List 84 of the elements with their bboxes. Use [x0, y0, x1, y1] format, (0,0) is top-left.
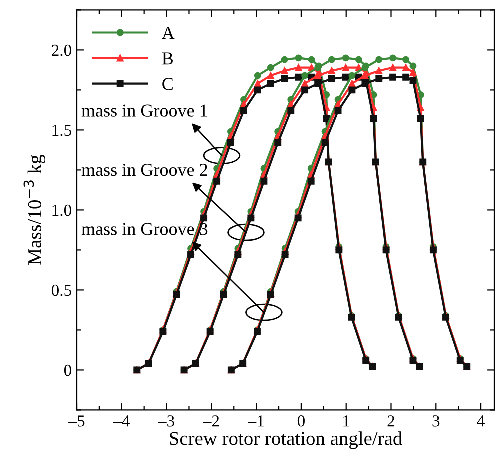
x-tick-label: 1 — [344, 416, 350, 427]
point — [240, 108, 248, 114]
point — [281, 76, 288, 82]
point — [342, 74, 350, 81]
point — [220, 292, 228, 298]
point — [294, 214, 302, 222]
point — [200, 214, 208, 222]
point — [342, 64, 350, 72]
point — [267, 292, 274, 298]
point — [376, 76, 383, 82]
point — [417, 116, 424, 122]
x-tick-label: –4 — [113, 416, 130, 427]
legend-label: B — [162, 52, 174, 65]
point — [362, 80, 369, 88]
x-tick-label: 3 — [432, 416, 440, 427]
point — [248, 214, 255, 222]
point — [267, 72, 274, 80]
annotation: mass in Groove 2 — [82, 164, 208, 176]
legend-label: A — [162, 27, 175, 40]
point — [390, 54, 397, 62]
point — [288, 108, 295, 114]
point — [410, 62, 417, 70]
point — [314, 80, 322, 88]
point — [410, 69, 417, 76]
y-tick-label: 1.5 — [52, 124, 72, 136]
point — [336, 246, 343, 254]
point — [214, 178, 221, 185]
point — [348, 72, 356, 80]
point — [260, 178, 268, 185]
point — [370, 116, 378, 122]
y-tick-label: 2.0 — [52, 44, 72, 56]
point — [430, 246, 437, 254]
point — [308, 178, 315, 185]
y-axis-title: Mass/10$^{−3}$ kg — [24, 155, 46, 266]
point — [390, 74, 397, 81]
annotation: mass in Groove 3 — [82, 223, 208, 236]
x-tick-label: –3 — [158, 416, 174, 427]
point — [302, 86, 309, 94]
y-tick-label: 0.5 — [52, 284, 72, 296]
point — [234, 252, 242, 258]
point — [295, 64, 302, 72]
point — [376, 56, 383, 64]
point — [328, 68, 336, 74]
point — [328, 76, 336, 82]
point — [402, 64, 410, 72]
point — [188, 252, 194, 258]
point — [402, 56, 410, 64]
point — [254, 86, 262, 94]
point — [295, 54, 302, 62]
point — [323, 116, 330, 122]
x-tick-label: –5 — [68, 416, 85, 427]
point — [281, 68, 288, 74]
point — [402, 74, 410, 81]
x-tick-label: –1 — [248, 416, 264, 427]
point — [410, 77, 417, 84]
y-tick-label: 0 — [64, 364, 72, 376]
x-axis-title: Screw rotor rotation angle/rad — [170, 432, 402, 450]
point — [282, 252, 289, 258]
point — [254, 72, 262, 80]
point — [308, 56, 316, 64]
point — [267, 64, 274, 72]
point — [274, 140, 282, 146]
y-tick-label: 1.0 — [52, 204, 72, 216]
x-tick-label: 0 — [298, 416, 305, 427]
x-tick-label: 4 — [477, 416, 485, 427]
point — [328, 56, 336, 64]
point — [355, 56, 362, 64]
point — [267, 80, 274, 88]
point — [382, 246, 390, 254]
point — [322, 140, 329, 146]
point — [295, 74, 302, 81]
point — [376, 68, 383, 74]
point — [348, 86, 356, 94]
x-tick-label: –2 — [203, 416, 220, 427]
legend-label: C — [162, 78, 173, 90]
point — [281, 56, 288, 64]
annotation: mass in Groove 1 — [82, 104, 208, 117]
point — [228, 140, 234, 146]
point — [390, 64, 397, 72]
point — [173, 292, 180, 298]
point — [342, 54, 350, 62]
x-tick-label: 2 — [388, 416, 394, 427]
point — [334, 108, 342, 114]
point — [302, 72, 309, 80]
